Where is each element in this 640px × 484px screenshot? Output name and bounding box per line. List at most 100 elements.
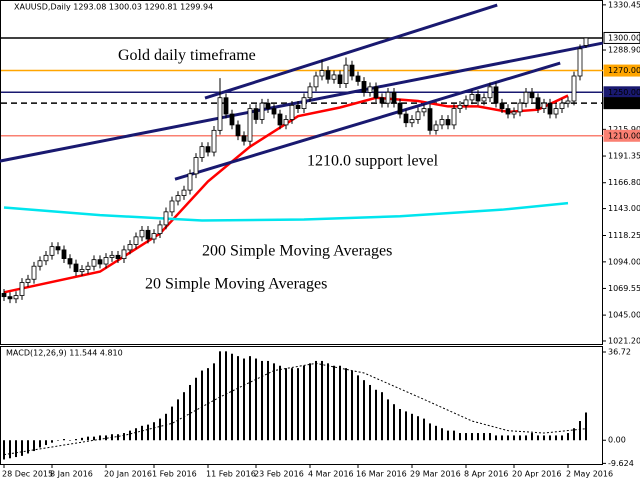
macd-bar [573,428,575,441]
candle-body [361,81,367,93]
macd-bar [447,430,449,441]
macd-bar [417,416,419,441]
candle-body [121,249,127,259]
trend-line [0,41,604,163]
macd-bar [39,440,41,448]
candle-body [181,189,187,196]
macd-bar [207,368,209,441]
macd-bar [555,435,557,441]
macd-bar [315,360,317,441]
candle-body [169,200,175,213]
macd-bar [159,418,161,441]
macd-bar [483,433,485,441]
macd-bar [261,360,263,441]
trend-line [174,61,561,181]
candle-body [49,246,55,256]
candle-body [529,91,535,99]
x-tick-label: 1 Feb 2016 [152,470,197,479]
candle-body [133,236,139,245]
candle-body [61,249,67,259]
candle-body [553,108,559,115]
price-panel [0,0,603,345]
macd-bar [321,360,323,441]
macd-signal [3,362,587,456]
macd-bar [33,440,35,452]
macd-bar [99,435,101,441]
candle-body [487,86,493,99]
candle-body [199,146,205,158]
candle-body [1,292,7,298]
macd-bar [369,384,371,441]
candle-body [547,102,553,115]
macd-bar [165,413,167,441]
candle-body [535,97,541,110]
macd-bar [459,433,461,441]
trend-line [204,3,498,100]
macd-bar [195,377,197,441]
x-tick-label: 28 Dec 2015 [2,470,53,479]
candle-body [355,75,361,82]
candle-body [409,119,415,124]
macd-bar [507,435,509,441]
candle-body [343,64,349,85]
candle-body [565,100,571,104]
candle-body [145,229,151,240]
header: XAUUSD,Daily 1293.08 1300.03 1290.81 129… [14,3,213,12]
macd-bar [495,435,497,441]
candle-body [217,97,223,131]
macd-bar [525,435,527,441]
x-tick-label: 4 Mar 2016 [308,470,354,479]
x-tick-label: 2 May 2016 [566,470,613,479]
candle-body [175,195,181,202]
candle-body [277,113,283,126]
level-label: 1270.00 [608,66,640,75]
macd-bar [45,440,47,446]
candle-body [241,135,247,142]
macd-bar [585,412,587,441]
macd-y-tick-label: 36.72 [608,347,631,356]
candle-body [451,108,457,126]
macd-bar [387,399,389,441]
level-label-box [603,129,640,142]
y-tick-label: 1021.20 [608,336,640,345]
candle-body [319,70,325,77]
candle-body [73,263,79,273]
candle-body [223,97,229,115]
y-tick-label: 1045.00 [608,311,640,320]
macd-y-tick-label: -9.624 [608,459,634,468]
macd-bar [135,428,137,441]
macd-bar [501,435,503,441]
macd-bar [423,418,425,441]
candle-body [517,102,523,113]
macd-bar [405,411,407,441]
candle-body [541,102,547,110]
level-label-box [603,97,640,110]
candle-body [271,108,277,115]
macd-bar [225,351,227,441]
macd-bar [579,421,581,441]
macd-bar [93,436,95,441]
y-tick-label: 1330.45 [608,0,640,9]
macd-bar [375,389,377,441]
annotation: 200 Simple Moving Averages [202,243,392,260]
candle-body [307,86,313,99]
macd-bar [351,370,353,441]
candle-body [97,259,103,265]
macd-bar [303,365,305,441]
macd-bar [549,435,551,441]
macd-bar [537,435,539,441]
candle-body [331,74,337,80]
annotation: 20 Simple Moving Averages [145,275,327,292]
candle-body [481,97,487,102]
x-tick-label: 20 Apr 2016 [512,470,561,479]
candle-body [151,233,157,240]
macd-panel [0,346,603,465]
candle-body [193,157,199,175]
macd-bar [123,433,125,441]
macd-bar [561,435,563,441]
macd-bar [285,368,287,441]
candle-body [79,269,85,273]
x-tick-label: 20 Jan 2016 [104,470,152,479]
annotation: 1210.0 support level [307,153,439,170]
